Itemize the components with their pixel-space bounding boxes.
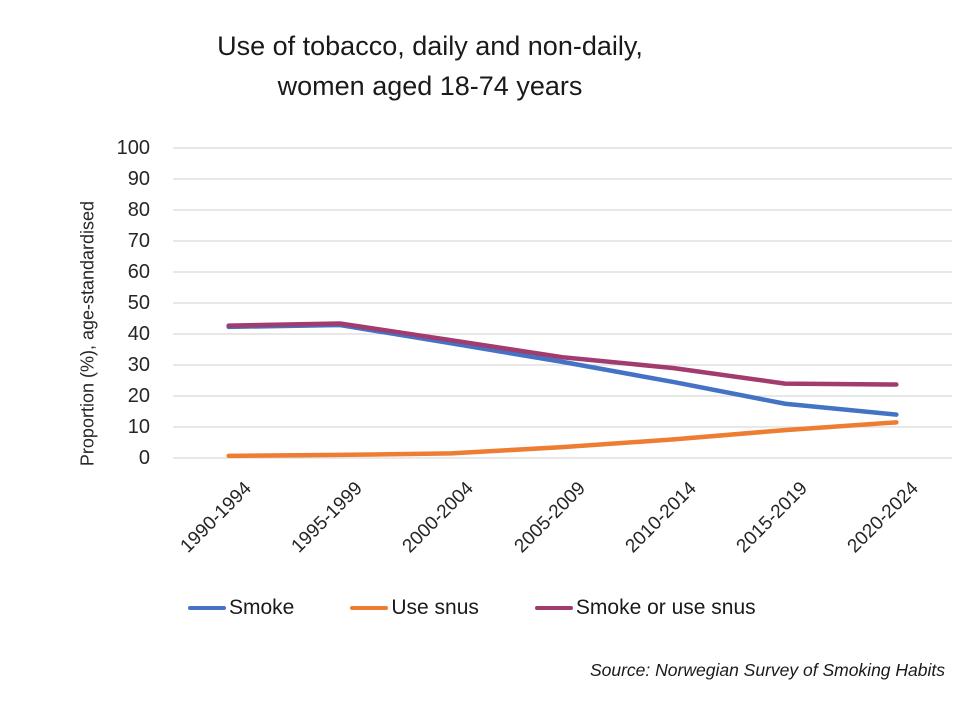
legend-item-smoke: Smoke	[188, 596, 294, 620]
y-tick-label: 20	[127, 385, 150, 407]
legend-label-smoke: Smoke	[229, 596, 295, 619]
series-line-smoke-or-use-snus	[226, 321, 899, 387]
legend-item-smoke-or-use-snus: Smoke or use snus	[534, 596, 756, 620]
y-tick-label: 50	[127, 292, 150, 314]
legend: Smoke Use snus Smoke or use snus	[188, 596, 756, 620]
smoke-line-swatch	[188, 605, 226, 611]
y-tick-label: 90	[127, 168, 150, 190]
y-tick-label: 60	[127, 261, 150, 283]
source-note: Source: Norwegian Survey of Smoking Habi…	[589, 660, 945, 680]
legend-item-use-snus: Use snus	[350, 596, 479, 620]
y-tick-label: 30	[127, 354, 150, 376]
y-tick-label: 40	[127, 323, 150, 345]
y-tick-label: 100	[116, 137, 150, 159]
y-tick-label: 80	[127, 199, 150, 221]
use-snus-line-swatch	[350, 605, 389, 611]
chart-title: Use of tobacco, daily and non-daily, wom…	[130, 26, 730, 106]
series-line-use-snus	[226, 420, 899, 459]
y-tick-label: 10	[127, 416, 150, 438]
chart-title-line1: Use of tobacco, daily and non-daily,	[217, 31, 643, 61]
y-tick-label: 70	[127, 230, 150, 252]
y-tick-label: 0	[138, 447, 150, 469]
chart-title-line2: women aged 18-74 years	[277, 71, 583, 101]
smoke-or-use-snus-line-swatch	[534, 605, 573, 611]
legend-label-use-snus: Use snus	[391, 596, 479, 619]
legend-label-smoke-or-use-snus: Smoke or use snus	[575, 596, 756, 619]
series-line-smoke	[226, 322, 899, 417]
